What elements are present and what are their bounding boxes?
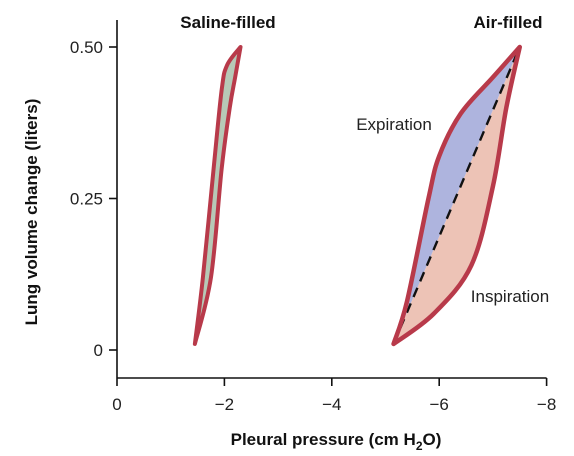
x-tick-label: −4: [322, 395, 341, 414]
y-ticks: 0 0.25 0.50: [70, 38, 117, 360]
x-tick-label: −2: [215, 395, 234, 414]
y-tick-label: 0: [94, 341, 103, 360]
x-axis-title-main: Pleural pressure (cm H: [231, 430, 416, 449]
axes: 0 −2 −4 −6 −8 0 0.25 0.50: [70, 20, 556, 414]
inspiration-label: Inspiration: [471, 287, 549, 306]
plot-area: [192, 44, 522, 347]
x-tick-label: −6: [430, 395, 449, 414]
x-tick-label: 0: [112, 395, 121, 414]
air-diagonal-dashed-line: [392, 46, 521, 345]
air-loop-outline: [391, 44, 522, 347]
x-tick-label: −8: [537, 395, 556, 414]
x-ticks: 0 −2 −4 −6 −8: [112, 378, 556, 414]
y-axis-title: Lung volume change (liters): [22, 99, 41, 326]
y-tick-label: 0.50: [70, 38, 103, 57]
x-axis-title-subscript: 2: [416, 439, 423, 453]
saline-loop: [192, 45, 243, 346]
y-tick-label: 0.25: [70, 190, 103, 209]
x-axis-title-end: O): [423, 430, 442, 449]
expiration-label: Expiration: [356, 115, 432, 134]
saline-filled-label: Saline-filled: [180, 13, 275, 32]
x-axis-title: Pleural pressure (cm H2O): [231, 430, 442, 453]
air-filled-label: Air-filled: [474, 13, 543, 32]
